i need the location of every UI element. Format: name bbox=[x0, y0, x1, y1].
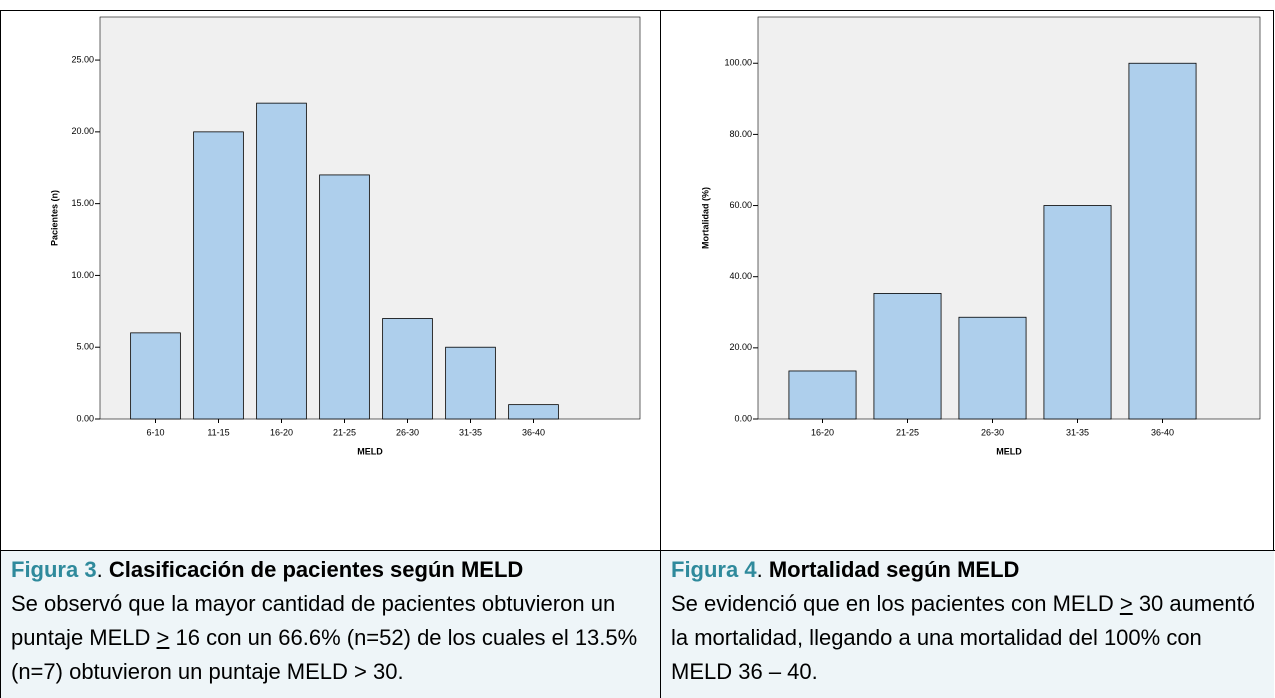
x-tick-label: 21-25 bbox=[333, 427, 356, 437]
y-tick-label: 80.00 bbox=[729, 129, 752, 139]
y-tick-label: 60.00 bbox=[729, 200, 752, 210]
bar bbox=[256, 102, 307, 420]
figure-number: Figura 4 bbox=[671, 557, 757, 582]
y-tick-label: 20.00 bbox=[729, 342, 752, 352]
y-tick-label: 10.00 bbox=[71, 270, 94, 280]
bar bbox=[130, 332, 181, 420]
x-axis-label: MELD bbox=[357, 446, 383, 456]
x-tick-label: 31-35 bbox=[459, 427, 482, 437]
bar bbox=[508, 404, 559, 420]
caption: Figura 4. Mortalidad según MELD Se evide… bbox=[661, 551, 1274, 698]
bar bbox=[193, 131, 244, 420]
caption-symbol: > bbox=[156, 625, 170, 650]
bar bbox=[382, 318, 433, 420]
x-tick-label: 26-30 bbox=[396, 427, 419, 437]
bar bbox=[1043, 205, 1112, 420]
caption-text: Se evidenció que en los pacientes con ME… bbox=[671, 591, 1120, 616]
bar bbox=[873, 293, 942, 420]
y-tick-label: 0.00 bbox=[734, 413, 752, 423]
x-tick-label: 21-25 bbox=[896, 427, 919, 437]
figure-number: Figura 3 bbox=[11, 557, 97, 582]
y-tick-label: 100.00 bbox=[724, 58, 752, 68]
x-tick-label: 31-35 bbox=[1066, 427, 1089, 437]
y-axis-label: Mortalidad (%) bbox=[700, 187, 710, 249]
x-tick-label: 36-40 bbox=[522, 427, 545, 437]
bar bbox=[958, 316, 1027, 420]
x-tick-label: 26-30 bbox=[981, 427, 1004, 437]
x-tick-label: 6-10 bbox=[146, 427, 164, 437]
x-tick-label: 36-40 bbox=[1151, 427, 1174, 437]
plot-area bbox=[99, 16, 641, 420]
caption-title: Clasificación de pacientes según MELD bbox=[108, 557, 524, 582]
separator: . bbox=[756, 557, 763, 582]
x-tick-label: 16-20 bbox=[270, 427, 293, 437]
y-tick-label: 40.00 bbox=[729, 271, 752, 281]
y-tick-label: 15.00 bbox=[71, 198, 94, 208]
caption: Figura 3. Clasificación de pacientes seg… bbox=[1, 551, 660, 698]
caption-title: Mortalidad según MELD bbox=[768, 557, 1020, 582]
bar bbox=[319, 174, 370, 420]
y-tick-label: 25.00 bbox=[71, 54, 94, 64]
caption-symbol: > bbox=[1119, 591, 1133, 616]
caption-text: 30 aumentó la mortalidad, llegando a una… bbox=[671, 591, 1256, 684]
y-tick-label: 0.00 bbox=[76, 413, 94, 423]
y-tick-label: 5.00 bbox=[76, 342, 94, 352]
x-tick-label: 11-15 bbox=[207, 427, 229, 437]
x-axis-label: MELD bbox=[996, 446, 1022, 456]
caption-text: Se observó que la mayor cantidad de paci… bbox=[11, 591, 616, 650]
y-axis-label: Pacientes (n) bbox=[49, 190, 59, 246]
bar bbox=[1128, 62, 1197, 420]
x-tick-label: 16-20 bbox=[811, 427, 834, 437]
bar bbox=[788, 370, 857, 420]
bar bbox=[445, 346, 496, 420]
y-tick-label: 20.00 bbox=[71, 126, 94, 136]
separator: . bbox=[96, 557, 103, 582]
caption-text: 16 con un 66.6% (n=52) de los cuales el … bbox=[11, 625, 638, 684]
